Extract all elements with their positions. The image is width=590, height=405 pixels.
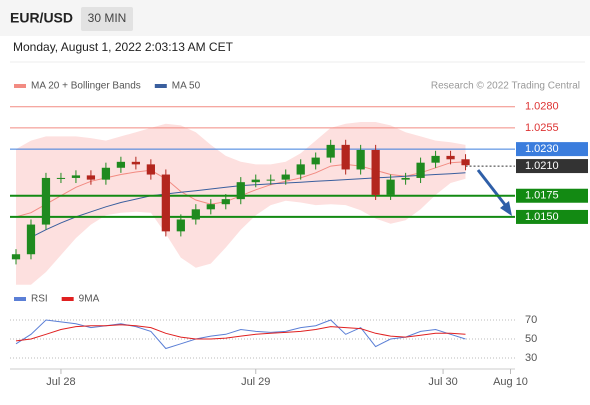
candle-body	[401, 177, 410, 180]
candle-body	[431, 155, 440, 163]
rsi-line	[15, 324, 466, 342]
y-tick-label: 50	[525, 333, 537, 345]
x-tick-label: Jul 28	[46, 376, 75, 388]
candle-body	[26, 224, 36, 255]
ma50-line	[30, 172, 466, 238]
candle-body	[416, 162, 425, 178]
forecast-arrow-head	[500, 201, 512, 216]
symbol: EUR/USD	[10, 10, 73, 26]
candle-body	[206, 204, 215, 210]
level-label: 1.0255	[525, 122, 559, 134]
candle-body	[266, 179, 275, 181]
x-tick-label: Jul 29	[241, 376, 270, 388]
level-box	[516, 209, 588, 224]
candle-body	[386, 179, 395, 195]
candle-body	[461, 159, 470, 166]
candle-body	[341, 144, 350, 170]
level-label: 1.0150	[525, 211, 559, 223]
forecast-arrow	[476, 169, 508, 207]
level-label: 1.0210	[525, 160, 559, 172]
candle-body	[71, 175, 81, 178]
candle-body	[446, 155, 455, 160]
legend-label: MA 20 + Bollinger Bands	[31, 81, 141, 92]
candle-body	[41, 177, 51, 225]
y-tick-label: 70	[525, 314, 537, 326]
candle-body	[11, 254, 21, 260]
candle-body	[281, 174, 290, 180]
credit: Research © 2022 Trading Central	[431, 81, 580, 92]
x-tick-label: Jul 30	[428, 376, 457, 388]
candle-body	[221, 199, 230, 205]
legend-label: 9MA	[79, 294, 100, 305]
interval: 30 MIN	[88, 11, 127, 25]
date: Monday, August 1, 2022 2:03:13 AM CET	[13, 40, 234, 54]
candle-body	[311, 157, 320, 165]
candle-body	[101, 167, 111, 180]
candle-body	[131, 161, 140, 165]
candle-body	[251, 179, 260, 183]
legend-label: MA 50	[172, 81, 201, 92]
level-box	[516, 159, 588, 174]
candle-body	[371, 149, 380, 195]
level-label: 1.0280	[525, 101, 559, 113]
candle-body	[236, 182, 245, 200]
legend-label: RSI	[31, 294, 48, 305]
candle-body	[326, 144, 335, 158]
candle-body	[296, 164, 305, 175]
level-label: 1.0230	[525, 143, 559, 155]
candle-body	[161, 174, 170, 232]
candle-body	[356, 149, 365, 170]
legend-swatch	[61, 297, 74, 301]
interval-box	[81, 7, 133, 31]
level-box	[516, 142, 588, 157]
candle-body	[56, 177, 66, 179]
level-box	[516, 188, 588, 203]
legend-swatch	[14, 84, 26, 88]
y-tick-label: 30	[525, 352, 537, 364]
level-label: 1.0175	[525, 190, 559, 202]
x-tick-label: Aug 10	[493, 376, 528, 388]
rsi-line	[15, 319, 466, 350]
candle-body	[86, 175, 96, 180]
legend-swatch	[14, 297, 26, 301]
legend-swatch	[154, 84, 167, 88]
candle-body	[176, 219, 185, 232]
candle-body	[191, 209, 200, 220]
candle-body	[116, 161, 126, 168]
candle-body	[146, 164, 155, 175]
